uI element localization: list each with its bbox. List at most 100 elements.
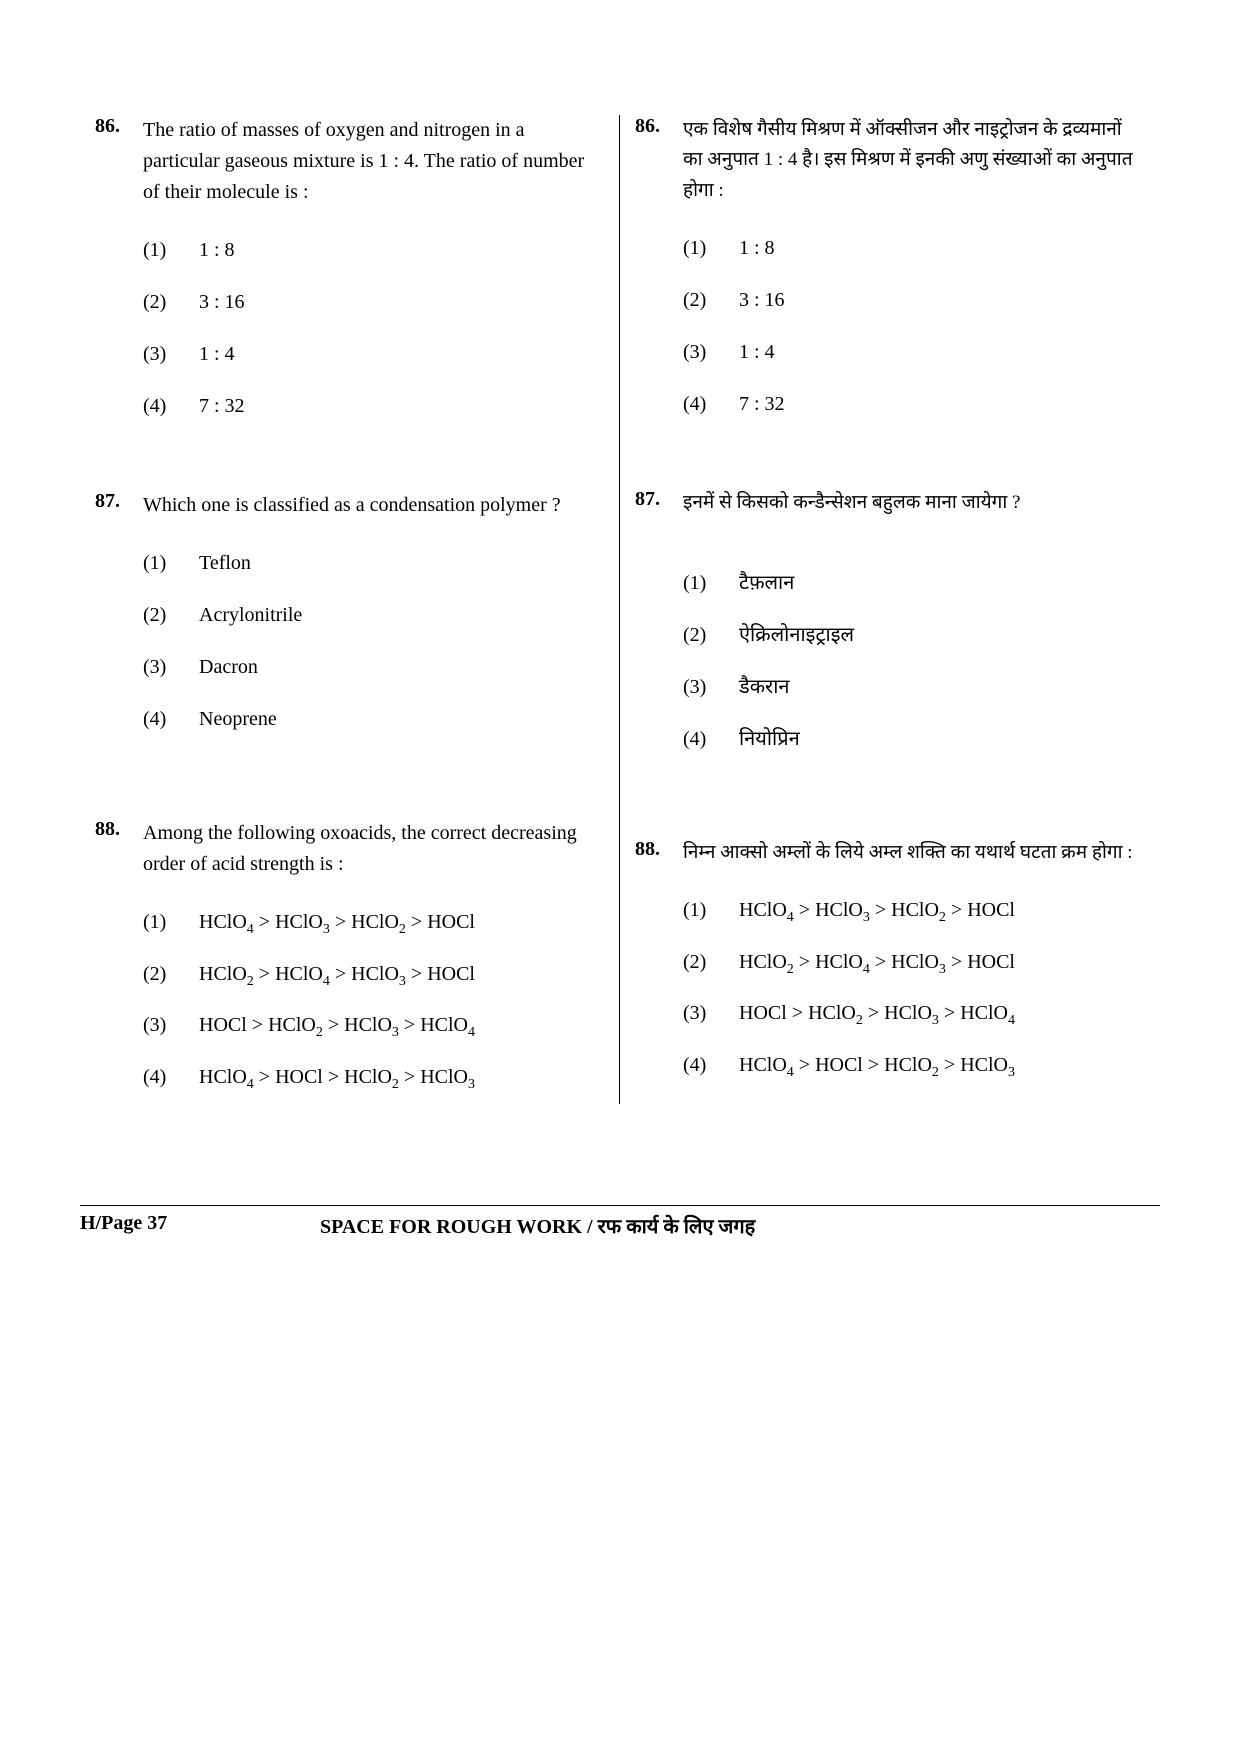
option-number: (4)	[683, 1051, 739, 1083]
question-body: एक विशेष गैसीय मिश्रण में ऑक्सीजन और नाइ…	[683, 115, 1145, 418]
option-4: (4) Neoprene	[143, 705, 604, 733]
option-2: (2) HClO2 > HClO4 > HClO3 > HOCl	[143, 960, 604, 992]
option-4: (4) HClO4 > HOCl > HClO2 > HClO3	[683, 1051, 1145, 1083]
right-column: 86. एक विशेष गैसीय मिश्रण में ऑक्सीजन और…	[620, 115, 1160, 1104]
option-3: (3) HOCl > HClO2 > HClO3 > HClO4	[143, 1011, 604, 1043]
option-1: (1) 1 : 8	[143, 236, 604, 264]
question-88-hi: 88. निम्न आक्सो अम्लों के लिये अम्ल शक्त…	[635, 838, 1145, 1083]
option-number: (4)	[683, 725, 739, 753]
option-number: (3)	[143, 340, 199, 368]
option-text: HClO4 > HClO3 > HClO2 > HOCl	[739, 896, 1145, 928]
options-list: (1) HClO4 > HClO3 > HClO2 > HOCl (2) HCl…	[683, 896, 1145, 1082]
question-number: 88.	[635, 838, 683, 1083]
option-4: (4) 7 : 32	[143, 392, 604, 420]
option-number: (2)	[683, 621, 739, 649]
option-3: (3) 1 : 4	[143, 340, 604, 368]
option-text: 3 : 16	[739, 286, 1145, 314]
option-number: (3)	[143, 1011, 199, 1043]
option-text: Teflon	[199, 549, 604, 577]
question-text: Which one is classified as a condensatio…	[143, 490, 604, 521]
question-number: 87.	[635, 488, 683, 752]
option-3: (3) Dacron	[143, 653, 604, 681]
option-number: (3)	[683, 999, 739, 1031]
option-text: ऐक्रिलोनाइट्राइल	[739, 621, 1145, 649]
question-number: 86.	[635, 115, 683, 418]
page-footer: H/Page 37 SPACE FOR ROUGH WORK / रफ कार्…	[80, 1205, 1160, 1239]
option-text: टैफ़लान	[739, 569, 1145, 597]
option-number: (2)	[683, 286, 739, 314]
question-88-en: 88. Among the following oxoacids, the co…	[95, 818, 604, 1094]
question-text: The ratio of masses of oxygen and nitrog…	[143, 115, 604, 208]
option-1: (1) HClO4 > HClO3 > HClO2 > HOCl	[143, 908, 604, 940]
option-text: HClO4 > HOCl > HClO2 > HClO3	[199, 1063, 604, 1095]
option-text: 3 : 16	[199, 288, 604, 316]
footer-rough-work-label: SPACE FOR ROUGH WORK / रफ कार्य के लिए ज…	[280, 1212, 1160, 1239]
option-2: (2) 3 : 16	[143, 288, 604, 316]
option-text: HClO2 > HClO4 > HClO3 > HOCl	[199, 960, 604, 992]
option-number: (2)	[143, 601, 199, 629]
option-text: 1 : 8	[199, 236, 604, 264]
question-number: 87.	[95, 490, 143, 733]
options-list: (1) टैफ़लान (2) ऐक्रिलोनाइट्राइल (3) डैक…	[683, 569, 1145, 753]
option-text: Neoprene	[199, 705, 604, 733]
option-number: (2)	[143, 288, 199, 316]
option-4: (4) 7 : 32	[683, 390, 1145, 418]
option-text: HOCl > HClO2 > HClO3 > HClO4	[199, 1011, 604, 1043]
option-text: HClO2 > HClO4 > HClO3 > HOCl	[739, 948, 1145, 980]
option-number: (3)	[683, 338, 739, 366]
question-text: Among the following oxoacids, the correc…	[143, 818, 604, 880]
option-number: (1)	[143, 236, 199, 264]
option-3: (3) HOCl > HClO2 > HClO3 > HClO4	[683, 999, 1145, 1031]
option-text: HOCl > HClO2 > HClO3 > HClO4	[739, 999, 1145, 1031]
option-number: (4)	[143, 705, 199, 733]
option-number: (1)	[683, 569, 739, 597]
option-3: (3) 1 : 4	[683, 338, 1145, 366]
question-87-en: 87. Which one is classified as a condens…	[95, 490, 604, 733]
option-3: (3) डैकरान	[683, 673, 1145, 701]
options-list: (1) Teflon (2) Acrylonitrile (3) Dacron …	[143, 549, 604, 733]
option-2: (2) Acrylonitrile	[143, 601, 604, 629]
question-body: इनमें से किसको कन्डैन्सेशन बहुलक माना जा…	[683, 488, 1145, 752]
option-number: (4)	[143, 1063, 199, 1095]
question-number: 86.	[95, 115, 143, 420]
question-text: एक विशेष गैसीय मिश्रण में ऑक्सीजन और नाइ…	[683, 115, 1145, 206]
question-text: इनमें से किसको कन्डैन्सेशन बहुलक माना जा…	[683, 488, 1145, 518]
question-87-hi: 87. इनमें से किसको कन्डैन्सेशन बहुलक मान…	[635, 488, 1145, 752]
option-4: (4) नियोप्रिन	[683, 725, 1145, 753]
question-86-en: 86. The ratio of masses of oxygen and ni…	[95, 115, 604, 420]
option-1: (1) टैफ़लान	[683, 569, 1145, 597]
option-text: HClO4 > HOCl > HClO2 > HClO3	[739, 1051, 1145, 1083]
option-2: (2) 3 : 16	[683, 286, 1145, 314]
options-list: (1) HClO4 > HClO3 > HClO2 > HOCl (2) HCl…	[143, 908, 604, 1094]
option-1: (1) HClO4 > HClO3 > HClO2 > HOCl	[683, 896, 1145, 928]
option-number: (4)	[143, 392, 199, 420]
question-body: The ratio of masses of oxygen and nitrog…	[143, 115, 604, 420]
option-text: 1 : 4	[739, 338, 1145, 366]
footer-page-number: H/Page 37	[80, 1212, 280, 1239]
option-text: डैकरान	[739, 673, 1145, 701]
main-content: 86. The ratio of masses of oxygen and ni…	[80, 115, 1160, 1104]
option-2: (2) ऐक्रिलोनाइट्राइल	[683, 621, 1145, 649]
option-2: (2) HClO2 > HClO4 > HClO3 > HOCl	[683, 948, 1145, 980]
question-number: 88.	[95, 818, 143, 1094]
option-1: (1) Teflon	[143, 549, 604, 577]
option-number: (4)	[683, 390, 739, 418]
option-number: (1)	[683, 234, 739, 262]
question-body: Among the following oxoacids, the correc…	[143, 818, 604, 1094]
option-text: Acrylonitrile	[199, 601, 604, 629]
option-text: नियोप्रिन	[739, 725, 1145, 753]
option-number: (1)	[143, 549, 199, 577]
options-list: (1) 1 : 8 (2) 3 : 16 (3) 1 : 4 (4) 7 : 3…	[683, 234, 1145, 418]
option-text: 1 : 8	[739, 234, 1145, 262]
option-4: (4) HClO4 > HOCl > HClO2 > HClO3	[143, 1063, 604, 1095]
option-number: (1)	[143, 908, 199, 940]
option-number: (3)	[683, 673, 739, 701]
option-text: HClO4 > HClO3 > HClO2 > HOCl	[199, 908, 604, 940]
question-86-hi: 86. एक विशेष गैसीय मिश्रण में ऑक्सीजन और…	[635, 115, 1145, 418]
option-number: (2)	[683, 948, 739, 980]
option-number: (3)	[143, 653, 199, 681]
option-number: (1)	[683, 896, 739, 928]
question-body: निम्न आक्सो अम्लों के लिये अम्ल शक्ति का…	[683, 838, 1145, 1083]
option-text: Dacron	[199, 653, 604, 681]
question-text: निम्न आक्सो अम्लों के लिये अम्ल शक्ति का…	[683, 838, 1145, 868]
